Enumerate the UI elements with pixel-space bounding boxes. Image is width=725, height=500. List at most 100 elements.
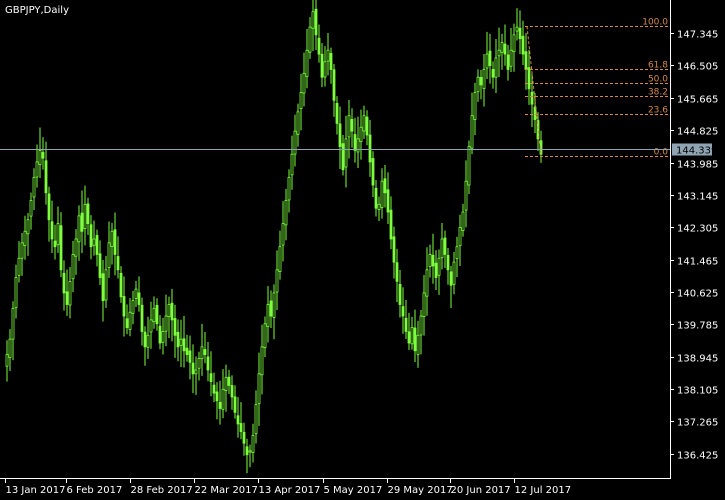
candle [344, 115, 348, 188]
x-tick-label: 22 Mar 2017 [195, 485, 258, 496]
candle-body [221, 388, 225, 410]
candle-body [533, 106, 537, 120]
candle [71, 240, 75, 293]
candle-body [143, 331, 147, 348]
candle-body [518, 27, 522, 40]
candle [14, 264, 18, 319]
candle-body [293, 130, 297, 155]
candle-body [236, 415, 240, 425]
candle-body [146, 334, 150, 348]
candle-body [410, 327, 414, 345]
candle-body [509, 49, 513, 67]
candle [473, 82, 477, 135]
candle-body [149, 319, 153, 333]
candle-body [536, 120, 540, 140]
y-tick-label: 144.825 [677, 127, 718, 138]
candle-body [116, 256, 120, 271]
candle-body [497, 49, 501, 57]
candle-body [353, 134, 357, 151]
candle [302, 52, 306, 107]
candle-body [41, 152, 45, 159]
candle [245, 438, 249, 474]
candle-body [428, 254, 432, 267]
candle-body [89, 224, 93, 248]
candle [269, 290, 273, 328]
candle-body [299, 92, 303, 110]
candle-body [65, 291, 69, 305]
candle [371, 151, 375, 197]
candle [359, 109, 363, 160]
candle [200, 323, 204, 376]
candle-body [266, 304, 270, 327]
candle [350, 108, 354, 148]
candle-body [434, 262, 438, 278]
candle [407, 312, 411, 350]
candle [446, 247, 450, 285]
candle-body [317, 37, 321, 55]
candle [194, 356, 198, 395]
candle [497, 27, 501, 78]
candle [8, 329, 12, 371]
candle-body [194, 369, 198, 375]
candle [77, 205, 81, 261]
current-price-label: 144.339 [676, 146, 717, 157]
candle [185, 334, 189, 362]
candle [131, 290, 135, 325]
x-tick-label: 20 Jun 2017 [451, 485, 511, 496]
candle-body [515, 26, 519, 32]
candle [212, 372, 216, 403]
candle-body [20, 242, 24, 259]
candle-body [491, 68, 495, 78]
candle-body [269, 300, 273, 317]
candle [356, 116, 360, 169]
candle [98, 240, 102, 285]
candle-body [467, 146, 471, 186]
y-tick-label: 139.785 [677, 321, 718, 332]
candle-body [119, 272, 123, 298]
candle [323, 46, 327, 87]
candle-body [446, 254, 450, 271]
candle [332, 63, 336, 117]
candle-body [95, 235, 99, 255]
candle-body [263, 323, 267, 348]
candle-body [62, 272, 66, 294]
candle-body [404, 317, 408, 332]
candle-body [281, 223, 285, 246]
candle [395, 248, 399, 303]
candle [248, 444, 252, 468]
candle-body [464, 180, 468, 211]
candle-body [212, 384, 216, 394]
candle [515, 8, 519, 41]
candle [266, 286, 270, 343]
candle [506, 44, 510, 81]
candle-body [77, 215, 81, 243]
candle [461, 203, 465, 237]
candle-body [245, 446, 249, 456]
candle [215, 382, 219, 420]
x-tick-label: 13 Apr 2017 [259, 485, 321, 496]
candle-body [128, 311, 132, 330]
candle-body [347, 115, 351, 138]
candle [284, 188, 288, 241]
x-tick-label: 28 Feb 2017 [131, 485, 193, 496]
candle [329, 47, 333, 84]
candle-body [440, 238, 444, 259]
candle [140, 297, 144, 346]
candle [527, 49, 531, 105]
candle [374, 180, 378, 217]
candle [308, 17, 312, 59]
candle [389, 196, 393, 250]
candle-body [224, 377, 228, 391]
candle-body [227, 376, 231, 386]
candle [440, 222, 444, 270]
candle [512, 23, 516, 72]
candle-body [512, 34, 516, 53]
candle-body [92, 238, 96, 246]
candle [116, 236, 120, 279]
candle-body [140, 304, 144, 332]
y-tick-label: 147.345 [677, 30, 718, 41]
candle-body [215, 391, 219, 402]
candle [119, 266, 123, 303]
candle [50, 200, 54, 253]
